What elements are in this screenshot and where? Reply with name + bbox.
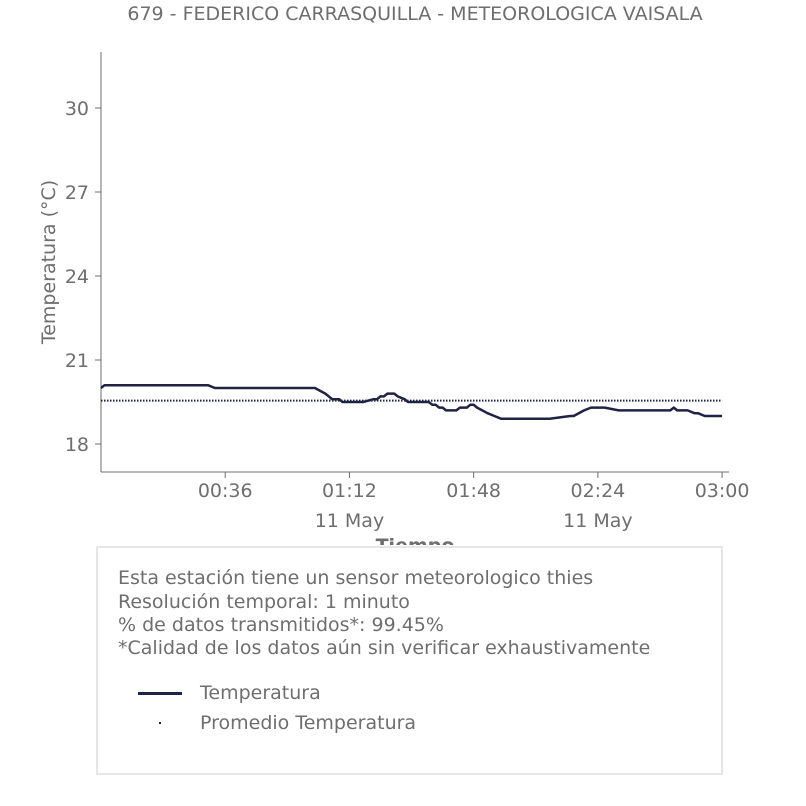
x-tick-label: 00:36: [198, 480, 253, 502]
chart-title: 679 - FEDERICO CARRASQUILLA - METEOROLOG…: [127, 3, 703, 25]
y-tick-label: 21: [65, 350, 89, 372]
x-ticks: 00:36 01:12 11 May 01:48 02:24 11 May 03:00: [198, 472, 750, 532]
axes: [100, 52, 729, 473]
y-ticks: 18 21 24 27 30: [65, 98, 101, 456]
y-tick-label: 30: [65, 98, 89, 120]
temperature-chart: 18 21 24 27 30 00:36 01:12 11 May 01:48 02:24 11 …: [38, 52, 750, 545]
x-tick-date-label: 11 May: [315, 510, 385, 532]
info-sensor-text: Esta estación tiene un sensor meteorolog…: [118, 567, 594, 589]
info-resolution-text: Resolución temporal: 1 minuto: [118, 591, 410, 613]
y-tick-label: 27: [65, 182, 89, 204]
x-tick-label: 03:00: [695, 480, 750, 502]
temperature-series-line: [100, 383, 723, 421]
x-tick-label: 01:12: [322, 480, 377, 502]
info-legend-box: Esta estación tiene un sensor meteorolog…: [96, 546, 723, 775]
legend-line-icon: [138, 692, 182, 695]
x-tick-label: 01:48: [446, 480, 501, 502]
x-tick-date-label: 11 May: [563, 510, 633, 532]
x-axis-label: Tiempo: [376, 535, 455, 545]
y-tick-label: 24: [65, 266, 89, 288]
info-data-percent-text: % de datos transmitidos*: 99.45%: [118, 614, 444, 636]
legend-dot-icon: [159, 722, 161, 724]
y-axis-label: Temperatura (°C): [38, 180, 60, 345]
y-tick-label: 18: [65, 434, 89, 456]
x-tick-label: 02:24: [570, 480, 625, 502]
legend-label: Promedio Temperatura: [200, 712, 417, 734]
legend-label: Temperatura: [200, 682, 321, 704]
plot-area: [100, 383, 723, 421]
info-quality-note: *Calidad de los datos aún sin verificar …: [118, 637, 651, 659]
